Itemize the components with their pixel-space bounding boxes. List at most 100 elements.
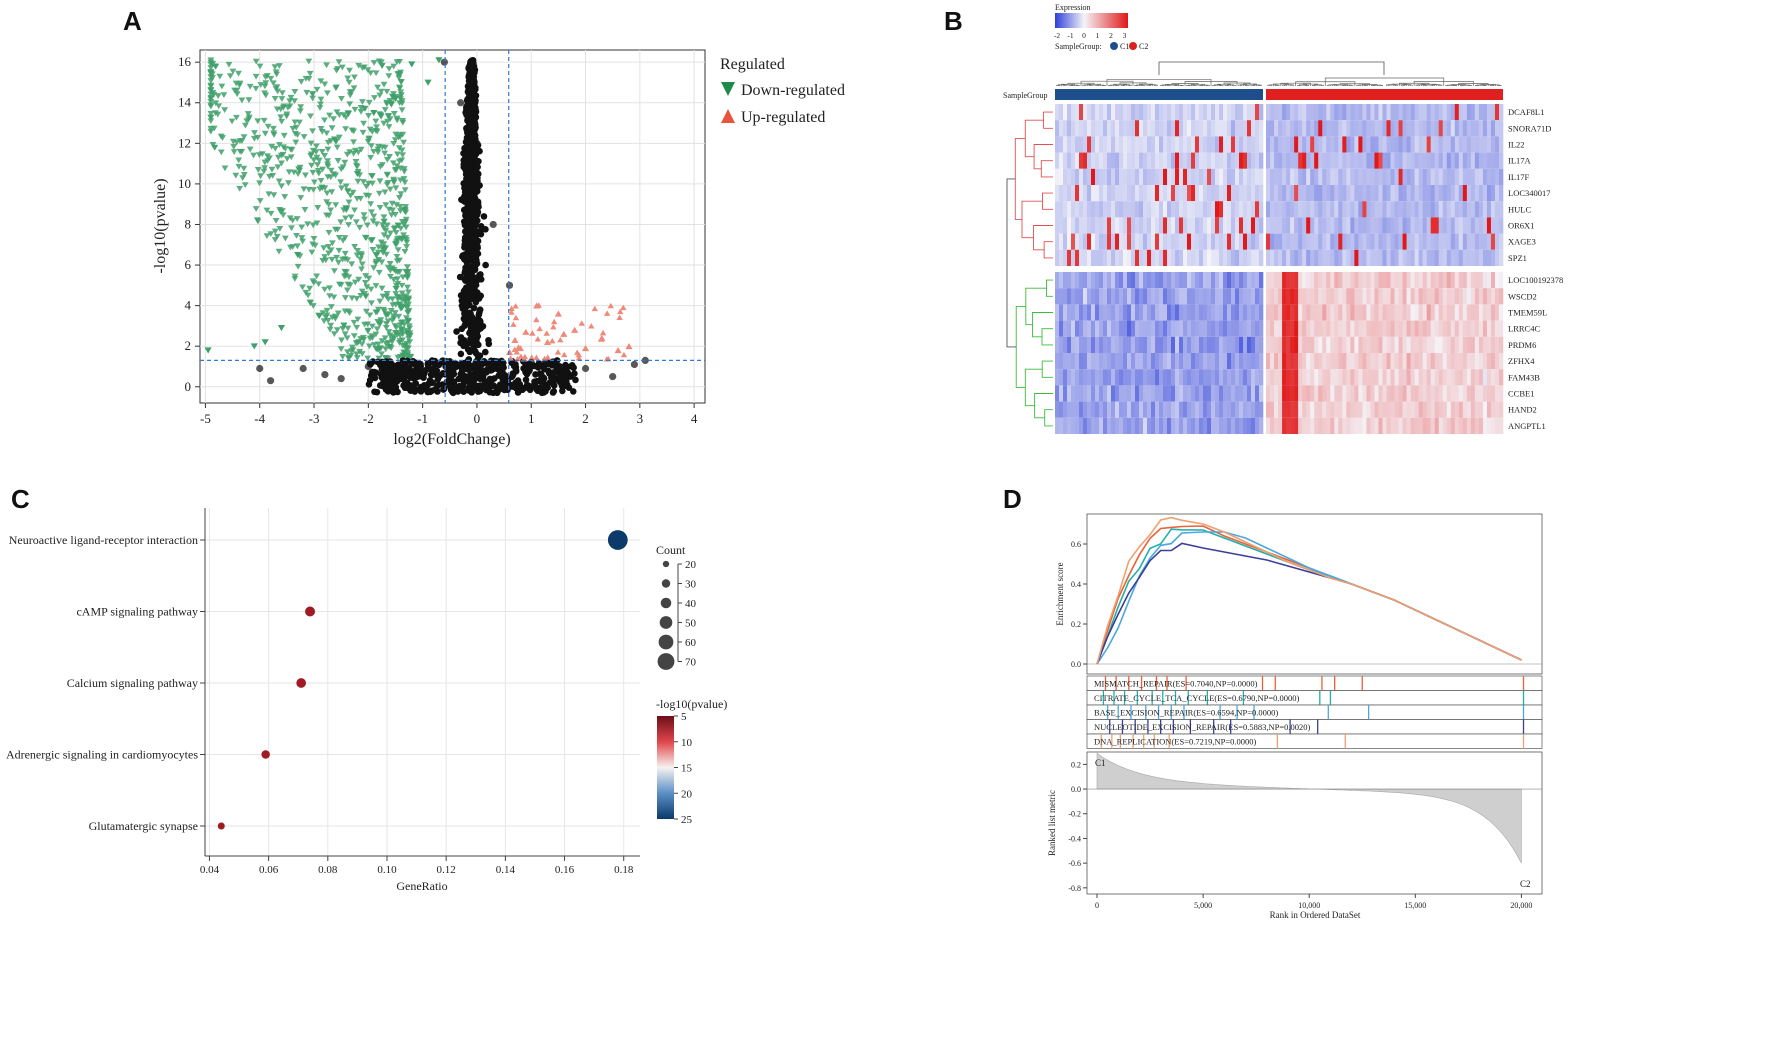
heatmap-cell [1358,288,1363,305]
heatmap-cell [1402,272,1407,289]
heatmap-cell [1330,201,1335,218]
heatmap-cell [1243,152,1248,169]
heatmap-cell [1330,369,1335,386]
heatmap-cell [1151,217,1156,234]
volcano-down-point [256,63,264,70]
heatmap-cell [1266,385,1271,402]
volcano-down-point [277,114,285,121]
heatmap-cell [1466,104,1472,121]
heatmap-col-dendro-branch [1218,85,1223,86]
volcano-down-point [267,75,275,82]
volcano-down-point [384,264,392,271]
heatmap-cell [1215,401,1220,418]
heatmap-cell [1422,249,1427,266]
heatmap-row-dendro-root [1006,178,1017,348]
heatmap-cell [1266,168,1271,185]
heatmap-cell [1342,336,1347,353]
volcano-ns-point [470,174,477,182]
volcano-down-point [362,280,369,286]
volcano-down-point [347,352,355,359]
heatmap-cell [1259,201,1264,218]
heatmap-cell [1179,120,1184,137]
heatmap-cell [1199,136,1204,153]
heatmap-cell [1490,201,1496,218]
volcano-ns-point [522,376,530,384]
heatmap-cell [1075,401,1080,418]
heatmap-cell [1278,217,1283,234]
heatmap-cell [1414,385,1419,402]
volcano-down-point [287,244,294,251]
heatmap-cell [1462,272,1468,289]
heatmap-cell [1358,201,1363,218]
heatmap-cell [1251,201,1256,218]
heatmap-cell [1350,152,1355,169]
heatmap-cell [1235,369,1240,386]
heatmap-cell [1354,201,1359,218]
heatmap-cell [1278,320,1283,337]
heatmap-cell [1059,417,1064,434]
volcano-down-point [333,109,341,116]
heatmap-cell [1211,168,1216,185]
volcano-legend-up-label: Up-regulated [741,109,825,126]
heatmap-cell [1382,136,1387,153]
heatmap-cell [1235,304,1240,321]
heatmap-cell [1091,168,1096,185]
heatmap-col-dendro-branch [1280,82,1311,86]
heatmap-cell [1099,201,1104,218]
heatmap-cell [1087,168,1092,185]
heatmap-col-dendro-branch [1062,84,1067,86]
volcano-down-point [372,258,380,265]
volcano-down-point [351,244,359,250]
volcano-down-point [350,319,358,326]
heatmap-cell [1278,104,1283,121]
heatmap-cell [1438,320,1444,337]
volcano-down-point [314,162,321,168]
heatmap-cell [1163,369,1168,386]
heatmap-cell [1243,136,1248,153]
heatmap-legend-tick: -2 [1054,31,1060,40]
volcano-down-point [345,110,352,117]
heatmap-cell [1227,401,1232,418]
heatmap-cell [1171,168,1176,185]
heatmap-cell [1398,152,1403,169]
heatmap-cell [1247,320,1252,337]
volcano-up-point [534,336,542,342]
heatmap-cell [1171,304,1176,321]
heatmap-cell [1171,336,1176,353]
heatmap-cell [1422,136,1427,153]
heatmap-cell [1071,385,1076,402]
heatmap-cell [1390,120,1395,137]
heatmap-cell [1055,152,1060,169]
heatmap-cell [1394,320,1399,337]
heatmap-cell [1386,104,1391,121]
heatmap-cell [1454,168,1460,185]
heatmap-cell [1231,201,1236,218]
heatmap-cell [1390,168,1395,185]
heatmap-cell [1079,201,1084,218]
volcano-down-point [272,69,280,76]
heatmap-cell [1430,120,1436,137]
heatmap-cell [1143,304,1148,321]
heatmap-cell [1179,320,1184,337]
heatmap-cell [1326,336,1331,353]
volcano-ns-point [435,372,443,379]
heatmap-cell [1095,136,1100,153]
heatmap-cell [1410,336,1415,353]
heatmap-cell [1494,401,1500,418]
volcano-ns-point [474,358,482,366]
heatmap-cell [1494,249,1500,266]
volcano-down-point [357,256,364,263]
heatmap-cell [1362,104,1367,121]
volcano-down-point [236,185,244,192]
heatmap-cell [1087,201,1092,218]
heatmap-cell [1087,136,1092,153]
heatmap-cell [1278,336,1283,353]
heatmap-cell [1486,304,1492,321]
heatmap-col-dendro-branch [1339,83,1371,86]
volcano-ns-marker [266,377,275,385]
heatmap-cell [1362,385,1367,402]
heatmap-cell [1079,136,1084,153]
volcano-down-point [323,212,330,219]
heatmap-cell [1191,217,1196,234]
heatmap-cell [1414,401,1419,418]
